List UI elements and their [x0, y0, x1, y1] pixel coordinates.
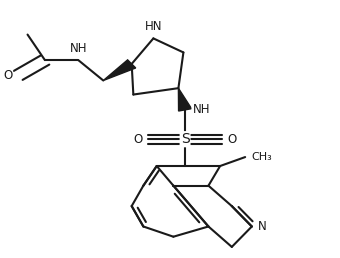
Text: NH: NH	[192, 103, 210, 116]
Polygon shape	[103, 60, 136, 80]
Text: CH₃: CH₃	[251, 152, 272, 162]
Text: O: O	[133, 133, 142, 146]
Text: HN: HN	[144, 20, 162, 33]
Text: S: S	[181, 132, 189, 146]
Text: O: O	[228, 133, 237, 146]
Text: NH: NH	[69, 42, 87, 55]
Text: O: O	[3, 69, 12, 82]
Text: N: N	[258, 220, 267, 233]
Polygon shape	[178, 88, 191, 111]
